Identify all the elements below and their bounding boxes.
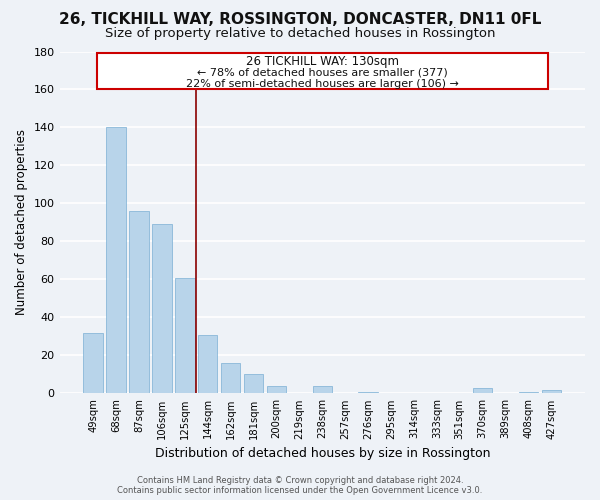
Bar (313, 386, 332, 394)
Y-axis label: Number of detached properties: Number of detached properties (15, 130, 28, 316)
Text: Size of property relative to detached houses in Rossington: Size of property relative to detached ho… (105, 28, 495, 40)
Bar (519, 392, 538, 394)
Text: ← 78% of detached houses are smaller (377): ← 78% of detached houses are smaller (37… (197, 68, 448, 78)
Text: Contains HM Land Registry data © Crown copyright and database right 2024.: Contains HM Land Registry data © Crown c… (137, 476, 463, 485)
Bar (152, 224, 172, 394)
Text: 26 TICKHILL WAY: 130sqm: 26 TICKHILL WAY: 130sqm (246, 56, 399, 68)
Bar (198, 334, 217, 394)
Bar (106, 128, 126, 394)
Bar (83, 332, 103, 394)
Text: Contains public sector information licensed under the Open Government Licence v3: Contains public sector information licen… (118, 486, 482, 495)
Bar (175, 278, 194, 394)
Text: 26, TICKHILL WAY, ROSSINGTON, DONCASTER, DN11 0FL: 26, TICKHILL WAY, ROSSINGTON, DONCASTER,… (59, 12, 541, 28)
Bar (542, 390, 561, 394)
X-axis label: Distribution of detached houses by size in Rossington: Distribution of detached houses by size … (155, 447, 490, 460)
Bar (244, 374, 263, 394)
Bar (473, 388, 493, 394)
Bar (358, 392, 378, 394)
Bar (267, 386, 286, 394)
FancyBboxPatch shape (97, 54, 548, 88)
Text: 22% of semi-detached houses are larger (106) →: 22% of semi-detached houses are larger (… (186, 79, 459, 89)
Bar (221, 363, 241, 394)
Bar (129, 211, 149, 394)
